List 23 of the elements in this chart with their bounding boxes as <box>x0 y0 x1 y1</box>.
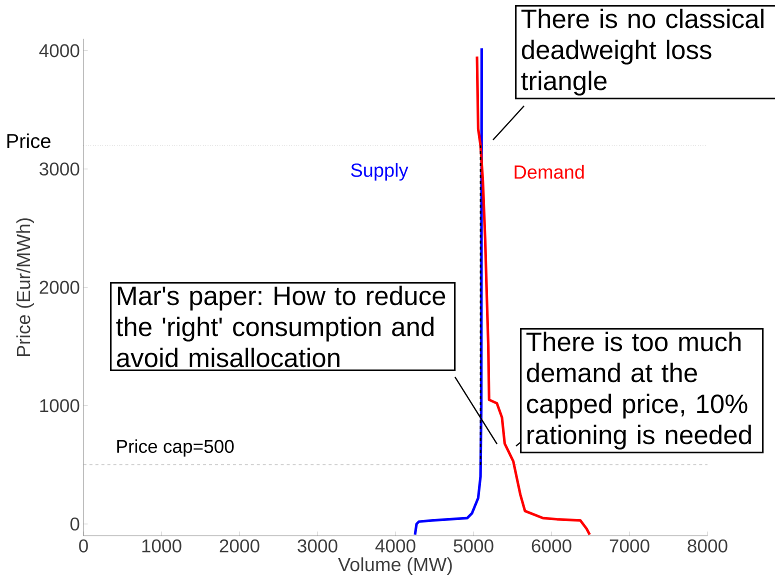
y-tick-label: 0 <box>70 517 80 531</box>
y-tick-label: 4000 <box>39 44 80 58</box>
y-axis-title: Price (Eur/MWh) <box>16 218 34 356</box>
x-tick-label: 6000 <box>532 539 572 552</box>
y-tick-label: 1000 <box>40 399 80 412</box>
x-tick-label: 3000 <box>298 539 338 552</box>
y-tick-label: 3000 <box>40 162 80 176</box>
x-tick-label: 7000 <box>610 539 650 552</box>
series-label: Demand <box>514 164 584 179</box>
x-tick-label: 1000 <box>142 539 182 552</box>
ref-line-label: Price cap=500 <box>117 439 234 457</box>
annotation: There is no classical deadweight loss triangle <box>521 8 764 96</box>
ref-line-label: Price <box>7 133 50 148</box>
x-tick-label: 4000 <box>375 539 416 552</box>
annotation: There is too much demand at the capped price, 10% rationing is needed <box>526 332 751 450</box>
x-tick-label: 0 <box>79 539 88 552</box>
y-tick-label: 2000 <box>40 280 80 294</box>
x-tick-label: 5000 <box>454 539 494 552</box>
x-tick-label: 2000 <box>220 539 260 552</box>
text: Supply <box>351 162 408 181</box>
annotation: Mar's paper: How to reduce the 'right' consumption and avoid misallocation <box>116 286 446 368</box>
x-tick-label: 8000 <box>688 539 728 552</box>
x-axis-title: Volume (MW) <box>338 557 452 575</box>
